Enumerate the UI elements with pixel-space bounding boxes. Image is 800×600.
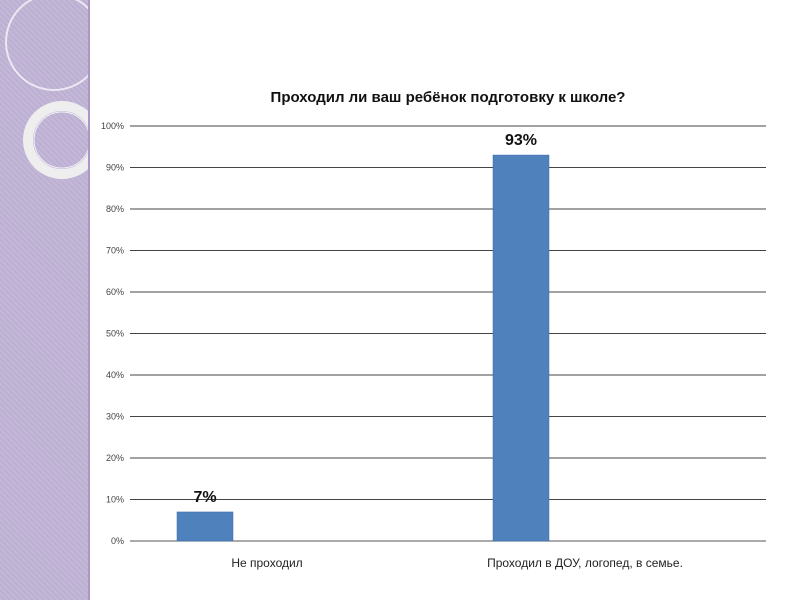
x-category-label: Проходил в ДОУ, логопед, в семье. [487,556,683,570]
decorative-sidebar [0,0,90,600]
decorative-rings [5,0,88,179]
y-tick-label: 0% [111,536,124,546]
y-tick-label: 60% [106,287,124,297]
y-tick-label: 100% [101,121,124,131]
data-label: 93% [505,132,537,149]
y-tick-label: 10% [106,495,124,505]
x-category-label: Не проходил [231,556,302,570]
chart-title: Проходил ли ваш ребёнок подготовку к шко… [270,89,626,106]
y-tick-label: 20% [106,453,124,463]
y-tick-label: 70% [106,246,124,256]
bar [492,154,550,542]
y-tick-label: 40% [106,370,124,380]
bar [176,511,234,542]
y-tick-label: 50% [106,329,124,339]
y-tick-label: 90% [106,163,124,173]
y-tick-label: 80% [106,204,124,214]
y-tick-label: 30% [106,412,124,422]
data-label: 7% [193,489,216,506]
